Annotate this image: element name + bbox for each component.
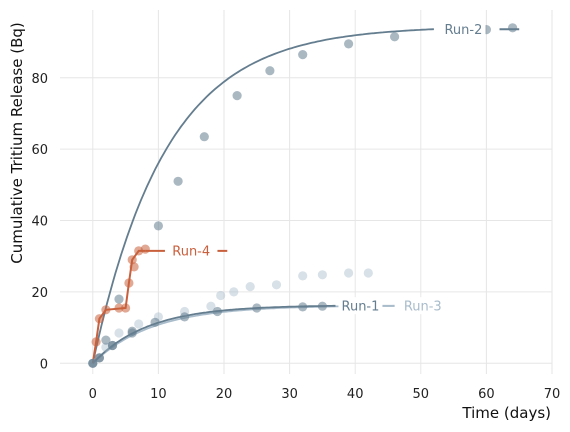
run-1-point [180, 312, 190, 322]
run-4-label-bg [169, 241, 214, 259]
run-2-point [107, 340, 118, 351]
run-1-point [114, 294, 124, 304]
run-2-point [88, 358, 98, 368]
run-2-fit-line [91, 28, 434, 364]
run-1-point [212, 306, 222, 317]
run-1-label: Run-1 [342, 300, 380, 315]
y-axis-title: Cumulative Tritium Release (Bq) [8, 22, 26, 264]
run-2-point [344, 39, 354, 49]
y-tick-label: 60 [31, 143, 48, 158]
run-2-point [298, 50, 308, 60]
run-2-point [94, 353, 104, 363]
x-tick-label: 20 [216, 387, 233, 402]
run-2-point [265, 66, 275, 76]
run-3-point [298, 271, 308, 281]
run-4-point [121, 303, 131, 313]
run-3-point [229, 287, 239, 297]
run-3-point [134, 319, 144, 329]
run-4-point [91, 337, 101, 347]
run-3-point [317, 270, 327, 280]
run-3-point [206, 301, 216, 311]
series-labels: Run-3 Run-1 Run-2 Run-4 [169, 20, 486, 315]
run-3-point [363, 268, 373, 278]
run-1-point [317, 301, 327, 311]
run-2-point [199, 132, 209, 142]
run-4-point [127, 255, 137, 265]
run-2-point [153, 221, 163, 231]
run-2-point [507, 23, 518, 33]
run-4-point [129, 262, 139, 272]
run-4-point [124, 278, 134, 288]
run-2-label: Run-2 [444, 23, 482, 38]
x-tick-label: 50 [413, 387, 430, 402]
x-tick-label: 60 [478, 387, 495, 402]
x-tick-label: 30 [281, 387, 298, 402]
run-1-point [298, 302, 308, 312]
run-3-label-bg [400, 297, 445, 315]
data-points [88, 23, 518, 368]
run-2-point [232, 91, 242, 101]
run-4-point [94, 314, 104, 324]
run-3-point [216, 290, 226, 301]
x-tick-label: 40 [347, 387, 364, 402]
run-3-label: Run-3 [404, 300, 442, 315]
x-axis-title: Time (days) [461, 404, 551, 422]
y-tick-label: 20 [31, 286, 48, 301]
run-3-point [271, 280, 282, 290]
run-3-point [114, 328, 124, 338]
y-tick-label: 40 [31, 215, 48, 230]
run-4-point [101, 305, 111, 315]
run-1-point [252, 303, 262, 313]
x-tick-label: 70 [544, 387, 561, 402]
run-4-label: Run-4 [172, 244, 210, 259]
tick-labels: 0 10 20 30 40 50 60 70 0 20 40 60 80 [31, 72, 560, 402]
run-2-point [173, 176, 183, 186]
x-tick-label: 0 [89, 387, 97, 402]
run-3-point [344, 268, 354, 278]
run-3-point [245, 282, 255, 292]
run-1-label-bg [338, 297, 383, 315]
run-1-point [150, 317, 160, 327]
x-tick-label: 10 [150, 387, 167, 402]
gridlines [60, 10, 553, 374]
y-tick-label: 80 [31, 72, 48, 87]
run-2-point [127, 326, 137, 336]
run-4-point [140, 244, 150, 254]
run-2-point [390, 32, 400, 42]
run-2-label-bg [441, 20, 486, 38]
run-4-point [114, 303, 124, 313]
run-1-point [101, 335, 111, 345]
y-tick-label: 0 [40, 357, 48, 372]
